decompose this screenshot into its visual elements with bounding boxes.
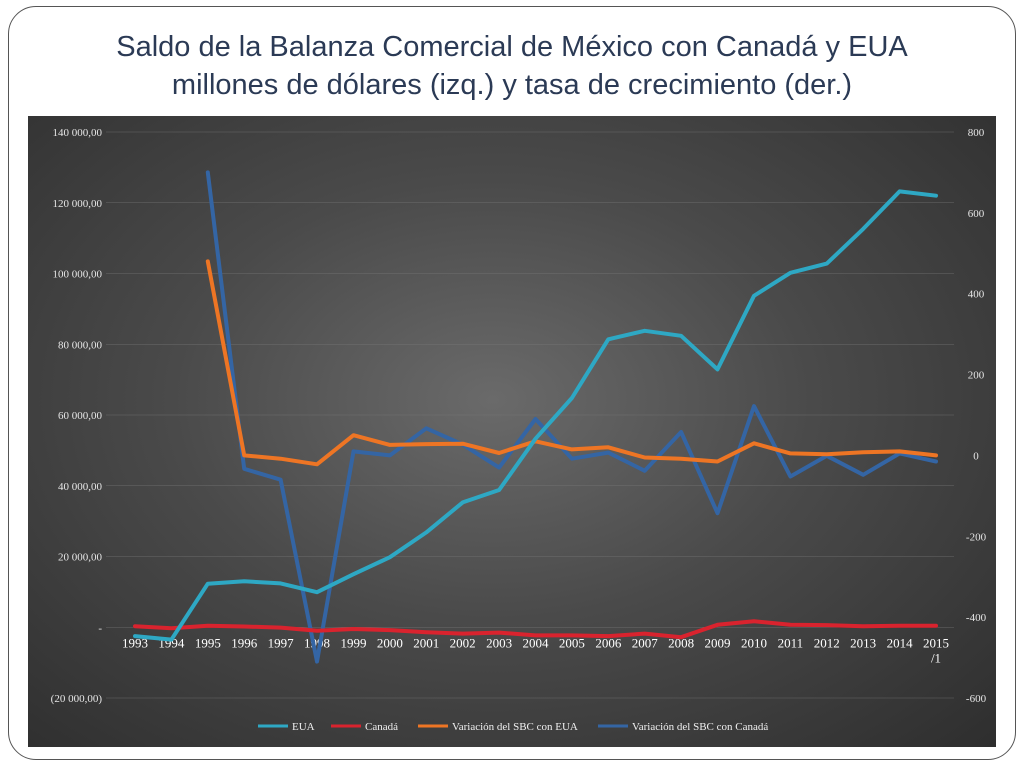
legend-label: Variación del SBC con Canadá: [632, 721, 768, 733]
x-tick-label: 2013: [850, 635, 876, 650]
x-tick-label: 2009: [705, 635, 731, 650]
x-tick-label: 2000: [377, 635, 403, 650]
y-left-tick-label: 20 000,00: [58, 552, 103, 564]
x-tick-label: 2014: [887, 635, 914, 650]
y-right-tick-label: -600: [966, 693, 987, 705]
title-line-2: millones de dólares (izq.) y tasa de cre…: [171, 69, 853, 101]
title-line-1: Saldo de la Balanza Comercial de México …: [116, 31, 908, 63]
x-tick-label: 1995: [195, 635, 221, 650]
y-right-tick-label: 400: [968, 289, 985, 301]
x-tick-label: 2003: [486, 635, 512, 650]
legend-label: Canadá: [365, 721, 398, 733]
y-right-tick-label: 0: [973, 450, 979, 462]
y-right-tick-label: -200: [966, 531, 987, 543]
y-left-tick-label: 120 000,00: [53, 198, 103, 210]
x-tick-label: 1996: [231, 635, 258, 650]
x-tick-label: 2004: [523, 635, 550, 650]
series-line: [133, 189, 938, 642]
x-tick-label: 1997: [268, 635, 295, 650]
chart-title: Saldo de la Balanza Comercial de México …: [0, 28, 1024, 104]
x-tick-label: 2015: [923, 635, 949, 650]
x-tick-label: 2006: [595, 635, 622, 650]
series-line: [205, 170, 938, 664]
series-line: [205, 259, 938, 467]
y-left-tick-label: 80 000,00: [58, 339, 103, 351]
trade-balance-chart: (20 000,00) - 20 000,00 40 000,00 60 000,00 8…: [51, 127, 987, 733]
x-tick-label: 2011: [778, 635, 804, 650]
y-left-tick-label: -: [98, 622, 102, 634]
x-tick-label: 2001: [413, 635, 439, 650]
y-right-tick-label: 600: [968, 208, 985, 220]
x-tick-label: 2012: [814, 635, 840, 650]
series-line: [133, 619, 938, 640]
y-right-tick-label: -400: [966, 612, 987, 624]
x-tick-label: 1999: [340, 635, 366, 650]
x-tick-label: /1: [931, 650, 941, 665]
x-tick-label: 2007: [632, 635, 659, 650]
x-tick-label: 2002: [450, 635, 476, 650]
x-tick-label: 2010: [741, 635, 767, 650]
y-right-tick-label: 200: [968, 370, 985, 382]
x-tick-label: 2008: [668, 635, 694, 650]
x-tick-label: 2005: [559, 635, 585, 650]
x-tick-label: 1993: [122, 635, 148, 650]
y-left-tick-label: (20 000,00): [51, 693, 103, 705]
y-left-tick-label: 60 000,00: [58, 410, 103, 422]
legend-label: Variación del SBC con EUA: [452, 721, 578, 733]
y-right-tick-label: 800: [968, 127, 985, 139]
legend-label: EUA: [292, 721, 315, 733]
chart-area: (20 000,00) - 20 000,00 40 000,00 60 000,00 8…: [28, 116, 996, 747]
y-left-tick-label: 40 000,00: [58, 481, 103, 493]
y-left-tick-label: 140 000,00: [53, 127, 103, 139]
y-left-tick-label: 100 000,00: [53, 269, 103, 281]
x-tick-label: 1998: [304, 635, 330, 650]
